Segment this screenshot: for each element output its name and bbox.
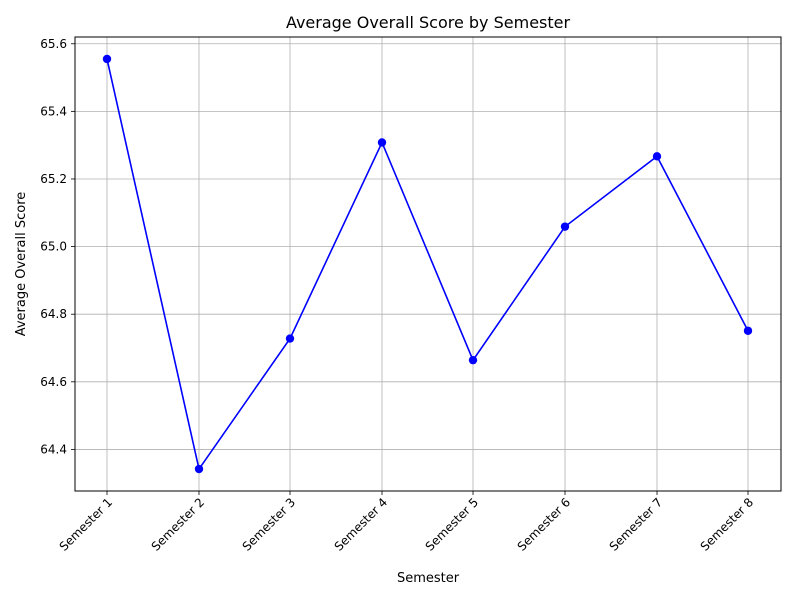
y-tick-label: 65.2: [40, 172, 67, 186]
series: [102, 54, 753, 474]
y-tick-label: 65.0: [40, 240, 67, 254]
y-axis-label: Average Overall Score: [14, 192, 29, 337]
x-tick-label: Semester 1: [57, 495, 116, 554]
x-tick-label: Semester 4: [332, 495, 391, 554]
axes: [74, 36, 782, 492]
data-point: [560, 222, 570, 231]
data-point: [652, 152, 662, 161]
plot-frame: [74, 36, 782, 492]
y-tick-label: 65.4: [40, 104, 67, 118]
grid: [75, 37, 781, 491]
series-line: [106, 58, 749, 471]
data-point: [743, 326, 753, 335]
x-tick-label: Semester 3: [240, 495, 299, 554]
x-tick-label: Semester 7: [607, 495, 666, 554]
data-point: [194, 464, 204, 474]
x-tick-label: Semester 2: [149, 495, 208, 554]
y-tick-label: 64.6: [40, 375, 67, 389]
x-tick-label: Semester 6: [515, 495, 574, 554]
x-tick-label: Semester 5: [423, 495, 482, 554]
y-tick-label: 64.4: [40, 442, 67, 456]
data-point: [377, 138, 387, 147]
x-tick-label: Semester 8: [698, 495, 757, 554]
data-point: [102, 54, 112, 64]
data-point: [468, 355, 478, 365]
y-tick-label: 65.6: [40, 37, 67, 51]
chart-title: Average Overall Score by Semester: [286, 13, 571, 32]
data-point: [285, 334, 295, 343]
x-axis-label: Semester: [397, 571, 460, 586]
plot-area-background: [75, 37, 781, 491]
y-tick-label: 64.8: [40, 307, 67, 321]
